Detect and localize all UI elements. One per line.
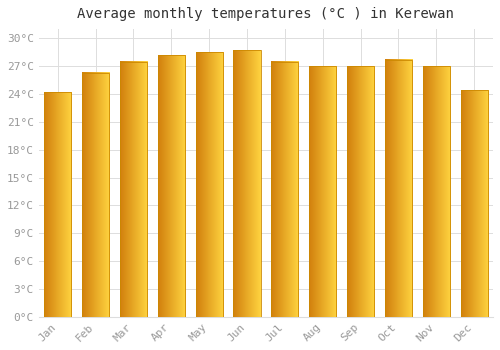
Bar	[234, 50, 260, 317]
Bar	[347, 66, 374, 317]
Bar	[309, 66, 336, 317]
Bar	[422, 66, 450, 317]
Bar	[309, 66, 336, 317]
Bar	[385, 60, 412, 317]
Bar	[460, 90, 488, 317]
Bar	[158, 55, 185, 317]
Bar	[460, 90, 488, 317]
Bar	[196, 52, 223, 317]
Bar	[347, 66, 374, 317]
Bar	[82, 73, 109, 317]
Bar	[385, 60, 412, 317]
Bar	[234, 50, 260, 317]
Bar	[196, 52, 223, 317]
Bar	[271, 62, 298, 317]
Title: Average monthly temperatures (°C ) in Kerewan: Average monthly temperatures (°C ) in Ke…	[78, 7, 454, 21]
Bar	[422, 66, 450, 317]
Bar	[82, 73, 109, 317]
Bar	[120, 62, 147, 317]
Bar	[158, 55, 185, 317]
Bar	[271, 62, 298, 317]
Bar	[44, 92, 72, 317]
Bar	[120, 62, 147, 317]
Bar	[44, 92, 72, 317]
